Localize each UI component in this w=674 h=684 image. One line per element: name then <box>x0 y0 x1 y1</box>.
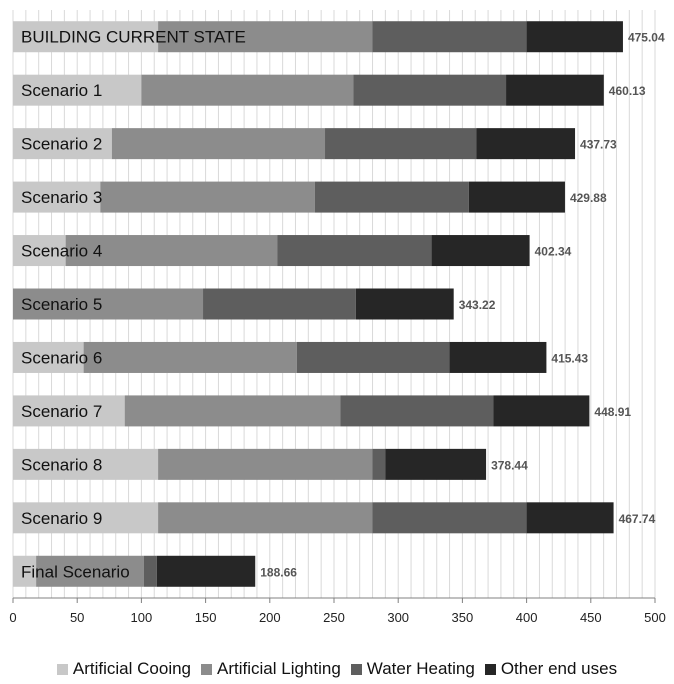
bar-segment-2 <box>83 341 297 373</box>
x-tick-label: 300 <box>387 610 409 625</box>
total-value-label: 460.13 <box>609 84 646 98</box>
category-label: Scenario 9 <box>21 509 102 528</box>
total-value-label: 378.44 <box>491 458 528 472</box>
category-label: Final Scenario <box>21 562 130 581</box>
bar-segment-3 <box>203 288 356 320</box>
total-value-label: 448.91 <box>594 405 631 419</box>
category-label: Scenario 2 <box>21 135 102 154</box>
bar-segment-2 <box>36 555 144 587</box>
x-tick-label: 400 <box>516 610 538 625</box>
legend-swatch <box>56 663 68 675</box>
legend-item: Water Heating <box>350 659 475 679</box>
bar-segment-3 <box>314 181 469 213</box>
bar-segment-2 <box>158 21 373 53</box>
bar-segment-2 <box>100 181 315 213</box>
total-value-label: 188.66 <box>260 565 297 579</box>
bar-segment-3 <box>372 448 386 480</box>
bar-segment-1 <box>13 502 159 534</box>
x-tick-label: 100 <box>131 610 153 625</box>
total-value-label: 343.22 <box>459 298 496 312</box>
bar-segment-3 <box>325 128 477 160</box>
legend-swatch <box>350 663 362 675</box>
bar-segment-2 <box>13 288 204 320</box>
total-value-label: 429.88 <box>570 191 607 205</box>
bar-segment-1 <box>13 181 101 213</box>
bar-segment-4 <box>449 341 547 373</box>
category-label: Scenario 3 <box>21 188 102 207</box>
category-label: Scenario 4 <box>21 242 102 261</box>
bar-segment-1 <box>13 235 66 267</box>
bar-segment-2 <box>65 235 278 267</box>
legend-label: Water Heating <box>366 659 475 678</box>
bar-segment-4 <box>431 235 530 267</box>
x-tick-label: 450 <box>580 610 602 625</box>
bar-segment-1 <box>13 555 37 587</box>
total-value-label: 475.04 <box>628 31 665 45</box>
bar-segment-2 <box>141 74 354 106</box>
x-tick-label: 50 <box>70 610 84 625</box>
bar-segment-4 <box>468 181 565 213</box>
legend-label: Artificial Cooing <box>72 659 192 678</box>
x-tick-label: 0 <box>9 610 16 625</box>
bar-segment-3 <box>372 21 527 53</box>
bar-segment-4 <box>526 21 623 53</box>
bar-segment-1 <box>13 395 125 427</box>
chart-canvas: BUILDING CURRENT STATE 475.04 Scenario 1 46… <box>9 10 666 625</box>
bar-segment-4 <box>355 288 454 320</box>
bar-segment-4 <box>385 448 487 480</box>
bar-segment-1 <box>13 74 142 106</box>
total-value-label: 437.73 <box>580 138 617 152</box>
bar-segment-3 <box>372 502 527 534</box>
bar-segment-4 <box>526 502 614 534</box>
bar-segment-2 <box>158 502 373 534</box>
bar-segment-3 <box>353 74 507 106</box>
bar-segment-2 <box>158 448 373 480</box>
x-tick-label: 200 <box>259 610 281 625</box>
x-tick-label: 500 <box>644 610 666 625</box>
bar-segment-3 <box>143 555 157 587</box>
total-value-label: 467.74 <box>619 512 656 526</box>
x-tick-label: 350 <box>452 610 474 625</box>
legend-swatch <box>484 663 496 675</box>
bar-segment-1 <box>13 341 84 373</box>
legend: Artificial Cooing Artificial Lighting Wate… <box>0 654 674 684</box>
x-tick-label: 250 <box>323 610 345 625</box>
bar-segment-3 <box>296 341 450 373</box>
bar-segment-1 <box>13 448 159 480</box>
bar-segment-2 <box>111 128 326 160</box>
bar-segment-4 <box>493 395 590 427</box>
category-label: Scenario 1 <box>21 81 102 100</box>
legend-item: Artificial Lighting <box>201 659 341 679</box>
category-label: Scenario 8 <box>21 455 102 474</box>
bar-segment-3 <box>340 395 494 427</box>
bar-segment-4 <box>156 555 256 587</box>
bar-segment-4 <box>506 74 604 106</box>
total-value-label: 415.43 <box>551 351 588 365</box>
category-label: Scenario 5 <box>21 295 102 314</box>
total-value-label: 402.34 <box>535 245 572 259</box>
category-label: Scenario 7 <box>21 402 102 421</box>
x-tick-label: 150 <box>195 610 217 625</box>
legend-swatch <box>201 663 213 675</box>
bar-segment-1 <box>13 21 159 53</box>
legend-label: Artificial Lighting <box>217 659 341 678</box>
bar-segment-3 <box>277 235 432 267</box>
bar-segment-2 <box>124 395 341 427</box>
category-label: BUILDING CURRENT STATE <box>21 28 246 47</box>
bar-segment-4 <box>476 128 576 160</box>
bar-segment-1 <box>13 128 112 160</box>
legend-label: Other end uses <box>500 659 618 678</box>
legend-item: Other end uses <box>484 659 618 679</box>
legend-item: Artificial Cooing <box>56 659 192 679</box>
category-label: Scenario 6 <box>21 348 102 367</box>
